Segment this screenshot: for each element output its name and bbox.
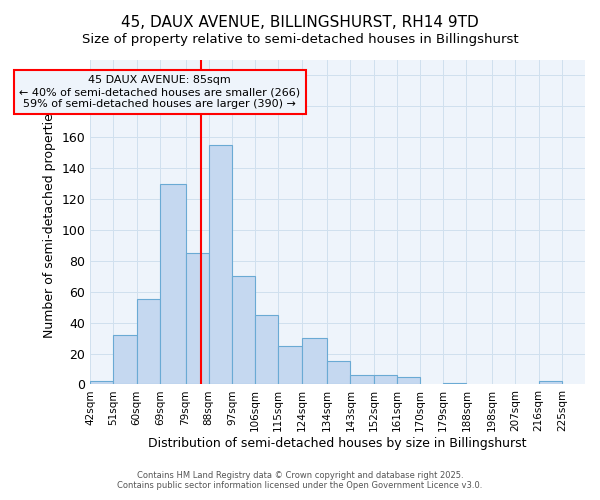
Bar [350,375,374,384]
Bar [397,376,420,384]
Bar [327,362,350,384]
Bar [539,382,562,384]
Bar [137,300,160,384]
Bar [209,145,232,384]
Text: 45, DAUX AVENUE, BILLINGSHURST, RH14 9TD: 45, DAUX AVENUE, BILLINGSHURST, RH14 9TD [121,15,479,30]
X-axis label: Distribution of semi-detached houses by size in Billingshurst: Distribution of semi-detached houses by … [148,437,527,450]
Bar [278,346,302,385]
Y-axis label: Number of semi-detached properties: Number of semi-detached properties [43,106,56,338]
Bar [374,375,397,384]
Text: Contains HM Land Registry data © Crown copyright and database right 2025.
Contai: Contains HM Land Registry data © Crown c… [118,470,482,490]
Bar [185,253,209,384]
Bar [302,338,327,384]
Bar [90,382,113,384]
Text: 45 DAUX AVENUE: 85sqm
← 40% of semi-detached houses are smaller (266)
59% of sem: 45 DAUX AVENUE: 85sqm ← 40% of semi-deta… [19,76,301,108]
Bar [255,315,278,384]
Bar [443,383,466,384]
Bar [232,276,255,384]
Bar [113,335,137,384]
Bar [160,184,185,384]
Text: Size of property relative to semi-detached houses in Billingshurst: Size of property relative to semi-detach… [82,32,518,46]
